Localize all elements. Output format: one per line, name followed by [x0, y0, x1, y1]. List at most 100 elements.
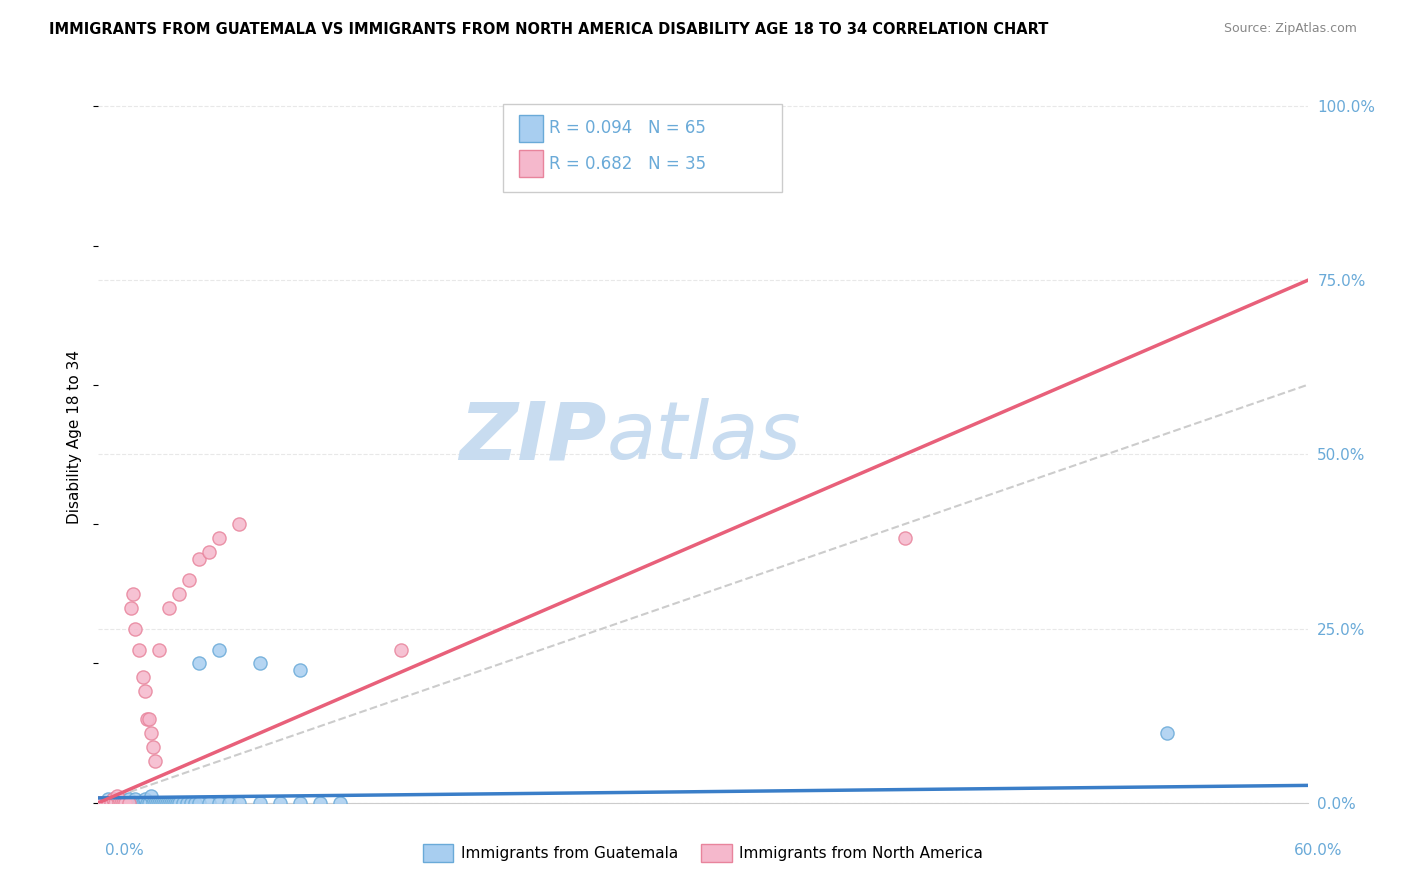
- Point: [124, 622, 146, 636]
- Point: [893, 531, 915, 545]
- Point: [269, 796, 291, 810]
- Text: Source: ZipAtlas.com: Source: ZipAtlas.com: [1223, 22, 1357, 36]
- Point: [128, 642, 150, 657]
- Point: [142, 796, 165, 810]
- Point: [188, 796, 211, 810]
- Text: atlas: atlas: [606, 398, 801, 476]
- Point: [249, 796, 271, 810]
- Point: [120, 796, 142, 810]
- Point: [97, 796, 120, 810]
- Point: [91, 796, 114, 810]
- Point: [111, 796, 134, 810]
- Point: [118, 792, 141, 806]
- Point: [152, 796, 174, 810]
- Point: [107, 796, 129, 810]
- Point: [101, 792, 124, 806]
- Point: [138, 796, 160, 810]
- Point: [121, 796, 143, 810]
- Point: [134, 792, 156, 806]
- Y-axis label: Disability Age 18 to 34: Disability Age 18 to 34: [67, 350, 83, 524]
- Point: [309, 796, 332, 810]
- Point: [121, 587, 143, 601]
- Text: R = 0.682   N = 35: R = 0.682 N = 35: [550, 154, 707, 172]
- Point: [166, 796, 188, 810]
- Point: [103, 796, 125, 810]
- Point: [105, 789, 128, 803]
- Point: [389, 642, 412, 657]
- Point: [103, 796, 125, 810]
- Point: [228, 517, 250, 532]
- Text: R = 0.094   N = 65: R = 0.094 N = 65: [550, 120, 706, 137]
- Point: [97, 796, 120, 810]
- Point: [157, 796, 180, 810]
- Point: [118, 796, 141, 810]
- Point: [107, 796, 129, 810]
- Point: [288, 664, 311, 678]
- Point: [134, 796, 156, 810]
- Point: [132, 796, 155, 810]
- Point: [184, 796, 207, 810]
- Text: 0.0%: 0.0%: [105, 843, 145, 858]
- Point: [120, 600, 142, 615]
- Point: [1156, 726, 1178, 740]
- Point: [100, 796, 122, 810]
- Point: [157, 600, 180, 615]
- Point: [208, 531, 231, 545]
- Point: [162, 796, 184, 810]
- Point: [115, 796, 138, 810]
- Point: [105, 796, 128, 810]
- Point: [129, 796, 152, 810]
- Point: [228, 796, 250, 810]
- Point: [107, 792, 129, 806]
- Point: [167, 587, 190, 601]
- Point: [128, 796, 150, 810]
- Point: [172, 796, 194, 810]
- Point: [146, 796, 169, 810]
- Point: [135, 712, 157, 726]
- Point: [87, 796, 110, 810]
- Point: [179, 573, 201, 587]
- Point: [134, 684, 156, 698]
- Point: [153, 796, 176, 810]
- Point: [96, 796, 118, 810]
- Point: [180, 796, 202, 810]
- Point: [124, 792, 146, 806]
- Point: [249, 657, 271, 671]
- Point: [124, 796, 146, 810]
- Point: [135, 796, 157, 810]
- Point: [149, 796, 172, 810]
- FancyBboxPatch shape: [519, 150, 543, 178]
- Point: [97, 792, 120, 806]
- Point: [139, 726, 162, 740]
- Point: [148, 642, 170, 657]
- Point: [110, 796, 132, 810]
- Point: [198, 545, 221, 559]
- Point: [143, 796, 166, 810]
- Point: [329, 796, 352, 810]
- Point: [218, 796, 240, 810]
- Point: [142, 740, 165, 755]
- Point: [110, 796, 132, 810]
- Text: IMMIGRANTS FROM GUATEMALA VS IMMIGRANTS FROM NORTH AMERICA DISABILITY AGE 18 TO : IMMIGRANTS FROM GUATEMALA VS IMMIGRANTS …: [49, 22, 1049, 37]
- Point: [188, 552, 211, 566]
- Point: [148, 796, 170, 810]
- Point: [96, 796, 118, 810]
- Point: [138, 712, 160, 726]
- FancyBboxPatch shape: [503, 104, 782, 192]
- Point: [118, 796, 141, 810]
- Point: [132, 670, 155, 684]
- Point: [167, 796, 190, 810]
- Point: [163, 796, 186, 810]
- Point: [111, 796, 134, 810]
- Text: ZIP: ZIP: [458, 398, 606, 476]
- Point: [208, 642, 231, 657]
- Point: [176, 796, 198, 810]
- Point: [188, 657, 211, 671]
- Point: [208, 796, 231, 810]
- Point: [156, 796, 179, 810]
- Point: [93, 796, 115, 810]
- FancyBboxPatch shape: [519, 114, 543, 143]
- Point: [114, 796, 136, 810]
- Text: 60.0%: 60.0%: [1295, 843, 1343, 858]
- Point: [288, 796, 311, 810]
